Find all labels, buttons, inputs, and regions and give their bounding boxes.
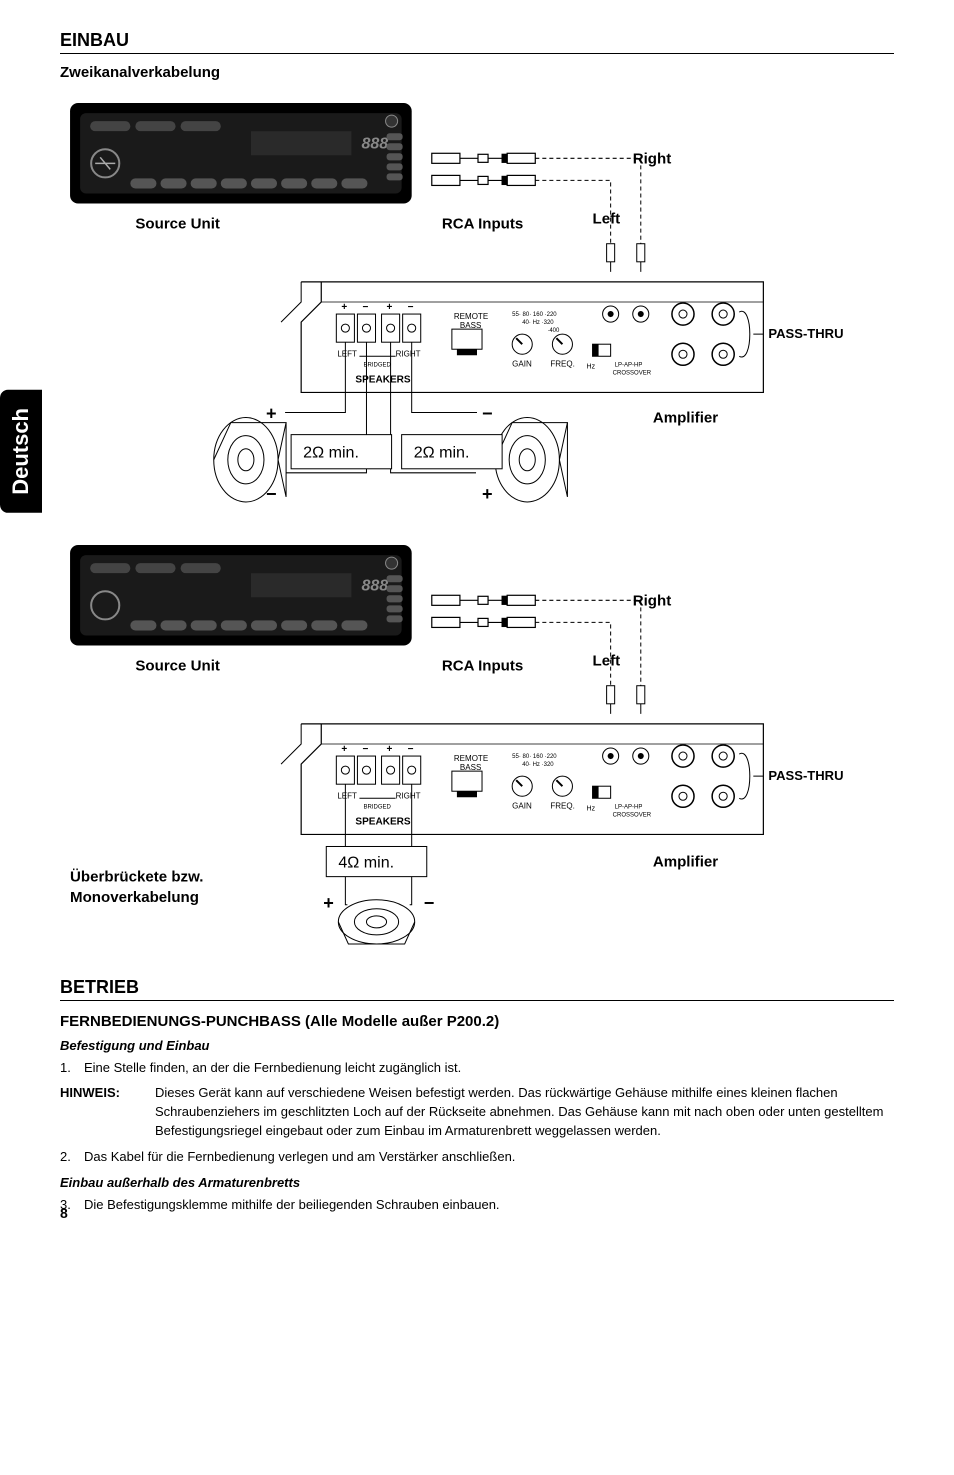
- svg-text:Monoverkabelung: Monoverkabelung: [70, 889, 199, 906]
- svg-text:·400: ·400: [547, 328, 560, 334]
- list-number: 2.: [60, 1148, 84, 1167]
- svg-text:+: +: [341, 302, 347, 313]
- svg-text:LEFT: LEFT: [337, 791, 357, 800]
- svg-text:888: 888: [361, 576, 388, 594]
- diagram-bridged: 888 Source Unit RCA Inputs Left Right + …: [60, 535, 894, 957]
- svg-text:LEFT: LEFT: [337, 349, 357, 358]
- svg-text:Amplifier: Amplifier: [653, 410, 718, 427]
- svg-text:−: −: [482, 404, 493, 424]
- svg-text:Amplifier: Amplifier: [653, 854, 718, 871]
- svg-text:Source Unit: Source Unit: [135, 658, 220, 675]
- svg-text:55· 80· 160 ·220: 55· 80· 160 ·220: [512, 312, 557, 318]
- svg-text:Right: Right: [633, 592, 671, 609]
- svg-text:REMOTE: REMOTE: [454, 312, 488, 321]
- section-einbau-title: EINBAU: [60, 30, 894, 54]
- svg-text:BASS: BASS: [460, 321, 481, 330]
- svg-text:+: +: [341, 744, 347, 755]
- svg-text:BRIDGED: BRIDGED: [363, 362, 391, 368]
- svg-text:GAIN: GAIN: [512, 801, 532, 810]
- svg-text:−: −: [408, 302, 414, 313]
- svg-text:55· 80· 160 ·220: 55· 80· 160 ·220: [512, 754, 557, 760]
- svg-text:RIGHT: RIGHT: [396, 791, 421, 800]
- hinweis-label: HINWEIS:: [60, 1084, 155, 1141]
- svg-text:Right: Right: [633, 150, 671, 167]
- svg-text:FREQ.: FREQ.: [550, 801, 575, 810]
- subtitle-zweikanal: Zweikanalverkabelung: [60, 64, 894, 81]
- svg-text:BASS: BASS: [460, 763, 481, 772]
- svg-text:RCA Inputs: RCA Inputs: [442, 658, 523, 675]
- ausserhalb-heading: Einbau außerhalb des Armaturenbretts: [60, 1175, 894, 1190]
- svg-text:GAIN: GAIN: [512, 359, 532, 368]
- list-text: Eine Stelle finden, an der die Fernbedie…: [84, 1059, 461, 1078]
- svg-text:2Ω min.: 2Ω min.: [414, 444, 470, 462]
- svg-text:+: +: [323, 893, 334, 913]
- svg-text:+: +: [387, 302, 393, 313]
- svg-text:+: +: [266, 404, 277, 424]
- list-text: Die Befestigungsklemme mithilfe der beil…: [84, 1196, 500, 1215]
- svg-text:Hz: Hz: [587, 805, 596, 812]
- svg-text:SPEAKERS: SPEAKERS: [355, 374, 410, 385]
- list-item: 3. Die Befestigungsklemme mithilfe der b…: [60, 1196, 894, 1215]
- hinweis-row: HINWEIS: Dieses Gerät kann auf verschied…: [60, 1084, 894, 1141]
- page-number: 8: [60, 1205, 68, 1221]
- svg-text:Source Unit: Source Unit: [135, 216, 220, 233]
- svg-text:−: −: [266, 484, 277, 504]
- svg-text:−: −: [362, 302, 368, 313]
- svg-text:LP-AP-HP: LP-AP-HP: [615, 804, 643, 810]
- svg-text:BRIDGED: BRIDGED: [363, 804, 391, 810]
- svg-text:PASS-THRU: PASS-THRU: [768, 768, 843, 783]
- svg-text:+: +: [482, 484, 493, 504]
- svg-text:FREQ.: FREQ.: [550, 359, 575, 368]
- list-item: 2. Das Kabel für die Fernbedienung verle…: [60, 1148, 894, 1167]
- svg-text:Überbrückete bzw.: Überbrückete bzw.: [70, 869, 203, 886]
- svg-text:888: 888: [361, 134, 388, 152]
- remote-punchbass-heading: FERNBEDIENUNGS-PUNCHBASS (Alle Modelle a…: [60, 1013, 894, 1030]
- svg-text:40· Hz ·320: 40· Hz ·320: [522, 320, 554, 326]
- diagram-two-channel: 888 Source Unit RCA Inputs Left Right +: [60, 93, 894, 515]
- list-number: 1.: [60, 1059, 84, 1078]
- language-tab: Deutsch: [0, 390, 42, 513]
- svg-text:Hz: Hz: [587, 363, 596, 370]
- svg-text:4Ω min.: 4Ω min.: [338, 854, 394, 872]
- list-text: Das Kabel für die Fernbedienung verlegen…: [84, 1148, 515, 1167]
- svg-text:Left: Left: [593, 211, 621, 228]
- section-betrieb-title: BETRIEB: [60, 977, 894, 1001]
- svg-text:RIGHT: RIGHT: [396, 349, 421, 358]
- svg-text:−: −: [362, 744, 368, 755]
- svg-text:+: +: [387, 744, 393, 755]
- svg-text:REMOTE: REMOTE: [454, 754, 488, 763]
- befestigung-heading: Befestigung und Einbau: [60, 1038, 894, 1053]
- svg-text:−: −: [424, 893, 435, 913]
- hinweis-text: Dieses Gerät kann auf verschiedene Weise…: [155, 1084, 894, 1141]
- svg-text:Left: Left: [593, 653, 621, 670]
- svg-text:CROSSOVER: CROSSOVER: [613, 812, 652, 818]
- svg-text:RCA Inputs: RCA Inputs: [442, 216, 523, 233]
- list-item: 1. Eine Stelle finden, an der die Fernbe…: [60, 1059, 894, 1078]
- svg-text:PASS-THRU: PASS-THRU: [768, 326, 843, 341]
- svg-text:SPEAKERS: SPEAKERS: [355, 816, 410, 827]
- svg-text:LP-AP-HP: LP-AP-HP: [615, 362, 643, 368]
- svg-text:2Ω min.: 2Ω min.: [303, 444, 359, 462]
- svg-text:−: −: [408, 744, 414, 755]
- svg-text:40· Hz ·320: 40· Hz ·320: [522, 762, 554, 768]
- svg-text:CROSSOVER: CROSSOVER: [613, 370, 652, 376]
